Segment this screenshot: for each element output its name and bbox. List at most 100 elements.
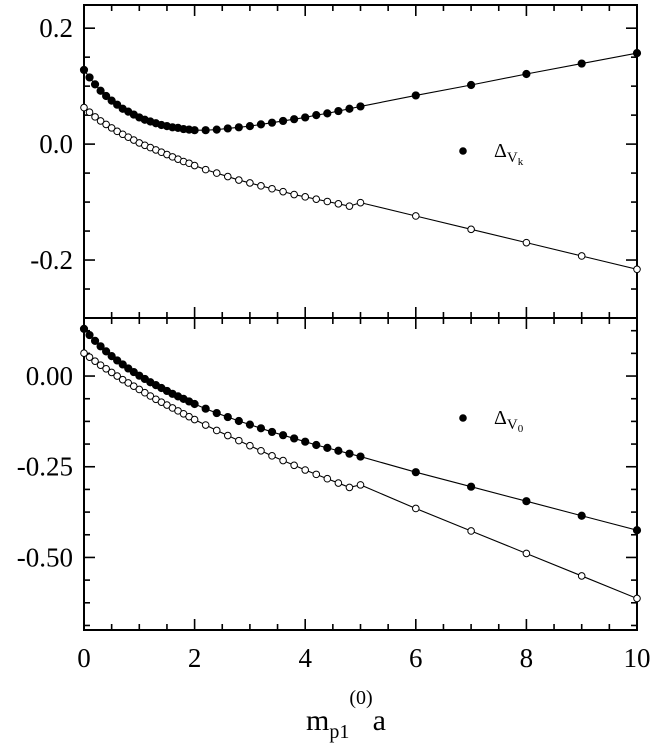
bottom-open-point xyxy=(323,474,332,483)
top-filled-point xyxy=(96,86,105,95)
x-tick-label: 10 xyxy=(624,643,651,673)
bottom-open-point xyxy=(141,388,149,397)
top-filled-point xyxy=(345,104,354,113)
bottom-filled-point xyxy=(201,404,210,413)
bottom-open-point xyxy=(124,379,133,387)
bottom-filled-point xyxy=(632,526,642,535)
bottom-y-tick-label: -0.25 xyxy=(17,452,73,482)
top-open-point xyxy=(96,117,105,125)
bottom-filled-point xyxy=(90,336,100,345)
bottom-filled-point xyxy=(223,412,232,422)
top-filled-point xyxy=(267,118,277,127)
bottom-filled-point xyxy=(356,452,365,461)
bottom-open-point xyxy=(268,452,276,460)
bottom-open-point xyxy=(80,349,88,357)
top-legend-marker xyxy=(459,147,467,155)
bottom-y-tick-label: -0.50 xyxy=(17,542,73,572)
bottom-open-point xyxy=(334,479,343,487)
top-filled-point xyxy=(113,100,122,109)
top-open-point xyxy=(312,195,321,203)
bottom-filled-point xyxy=(124,364,133,373)
bottom-filled-point xyxy=(577,511,586,520)
bottom-open-point xyxy=(212,426,221,435)
bottom-filled-point xyxy=(234,416,243,426)
bottom-plot-frame xyxy=(83,317,638,631)
top-series-filled-line xyxy=(83,52,638,131)
top-filled-point xyxy=(334,106,343,116)
bottom-filled-point xyxy=(323,443,332,452)
bottom-open-point xyxy=(129,382,138,391)
bottom-filled-point xyxy=(301,437,310,446)
top-open-point xyxy=(301,193,310,201)
top-open-point xyxy=(223,172,232,181)
bottom-filled-point xyxy=(467,482,476,491)
top-open-point xyxy=(268,184,276,193)
top-plot-frame xyxy=(83,4,638,319)
bottom-filled-point xyxy=(102,347,111,356)
top-open-point xyxy=(290,190,298,199)
top-panel: 0.2 0.0 -0.2 xyxy=(30,4,642,319)
bottom-open-point xyxy=(290,461,298,470)
bottom-filled-point xyxy=(129,367,138,377)
bottom-open-point xyxy=(107,368,116,377)
top-open-point xyxy=(91,113,99,121)
top-filled-point xyxy=(190,126,199,135)
bottom-open-point xyxy=(146,392,155,400)
bottom-open-point xyxy=(96,361,105,369)
top-series-open-line xyxy=(83,107,638,270)
bottom-filled-point xyxy=(256,424,266,433)
top-open-point xyxy=(85,108,94,117)
bottom-filled-point xyxy=(312,440,321,450)
bottom-filled-point xyxy=(345,449,354,458)
bottom-open-point xyxy=(412,504,420,513)
bottom-open-point xyxy=(301,466,310,474)
bottom-open-point xyxy=(257,446,265,455)
top-open-point xyxy=(467,225,475,234)
top-open-point xyxy=(323,197,332,206)
bottom-open-point xyxy=(345,483,354,492)
top-y-tick-label: -0.2 xyxy=(30,245,73,275)
top-filled-point xyxy=(577,59,586,68)
bottom-filled-point xyxy=(290,434,299,443)
bottom-filled-point xyxy=(334,446,343,455)
top-filled-point xyxy=(212,125,221,134)
top-open-point xyxy=(279,187,287,196)
top-open-point xyxy=(235,176,243,184)
bottom-open-point xyxy=(113,372,121,380)
bottom-open-point xyxy=(633,594,641,603)
bottom-open-point xyxy=(246,441,254,450)
bottom-y-tick-label: 0.00 xyxy=(26,361,73,391)
bottom-open-point xyxy=(235,436,243,445)
bottom-open-point xyxy=(190,415,199,424)
x-tick-label: 8 xyxy=(520,643,534,673)
top-open-point xyxy=(102,120,110,129)
bottom-open-point xyxy=(91,357,99,365)
top-filled-point xyxy=(278,116,288,126)
top-filled-point xyxy=(79,65,89,75)
top-filled-point xyxy=(201,126,210,135)
top-open-point xyxy=(201,165,210,174)
bottom-open-point xyxy=(201,421,210,429)
bottom-filled-point xyxy=(245,420,254,429)
bottom-open-point xyxy=(577,572,586,580)
top-open-point xyxy=(107,124,116,132)
top-y-tick-label: 0.2 xyxy=(39,13,73,43)
top-open-point xyxy=(80,103,88,112)
bottom-filled-point xyxy=(411,468,420,477)
bottom-legend-label: ΔV0 xyxy=(494,407,524,435)
bottom-filled-point xyxy=(96,342,105,351)
x-tick-label: 0 xyxy=(77,643,91,673)
bottom-filled-point xyxy=(107,351,116,361)
top-legend: ΔVk xyxy=(459,140,524,168)
bottom-open-point xyxy=(279,456,287,465)
top-filled-point xyxy=(245,122,254,131)
bottom-open-point xyxy=(467,527,475,535)
top-filled-point xyxy=(107,96,116,105)
top-open-point xyxy=(246,179,254,187)
bottom-filled-point xyxy=(212,408,221,418)
top-open-point xyxy=(334,200,343,208)
bottom-open-point xyxy=(522,549,531,558)
bottom-filled-point xyxy=(118,360,127,369)
x-axis-label: mp1(0)a xyxy=(306,687,386,743)
top-open-point xyxy=(356,198,365,207)
